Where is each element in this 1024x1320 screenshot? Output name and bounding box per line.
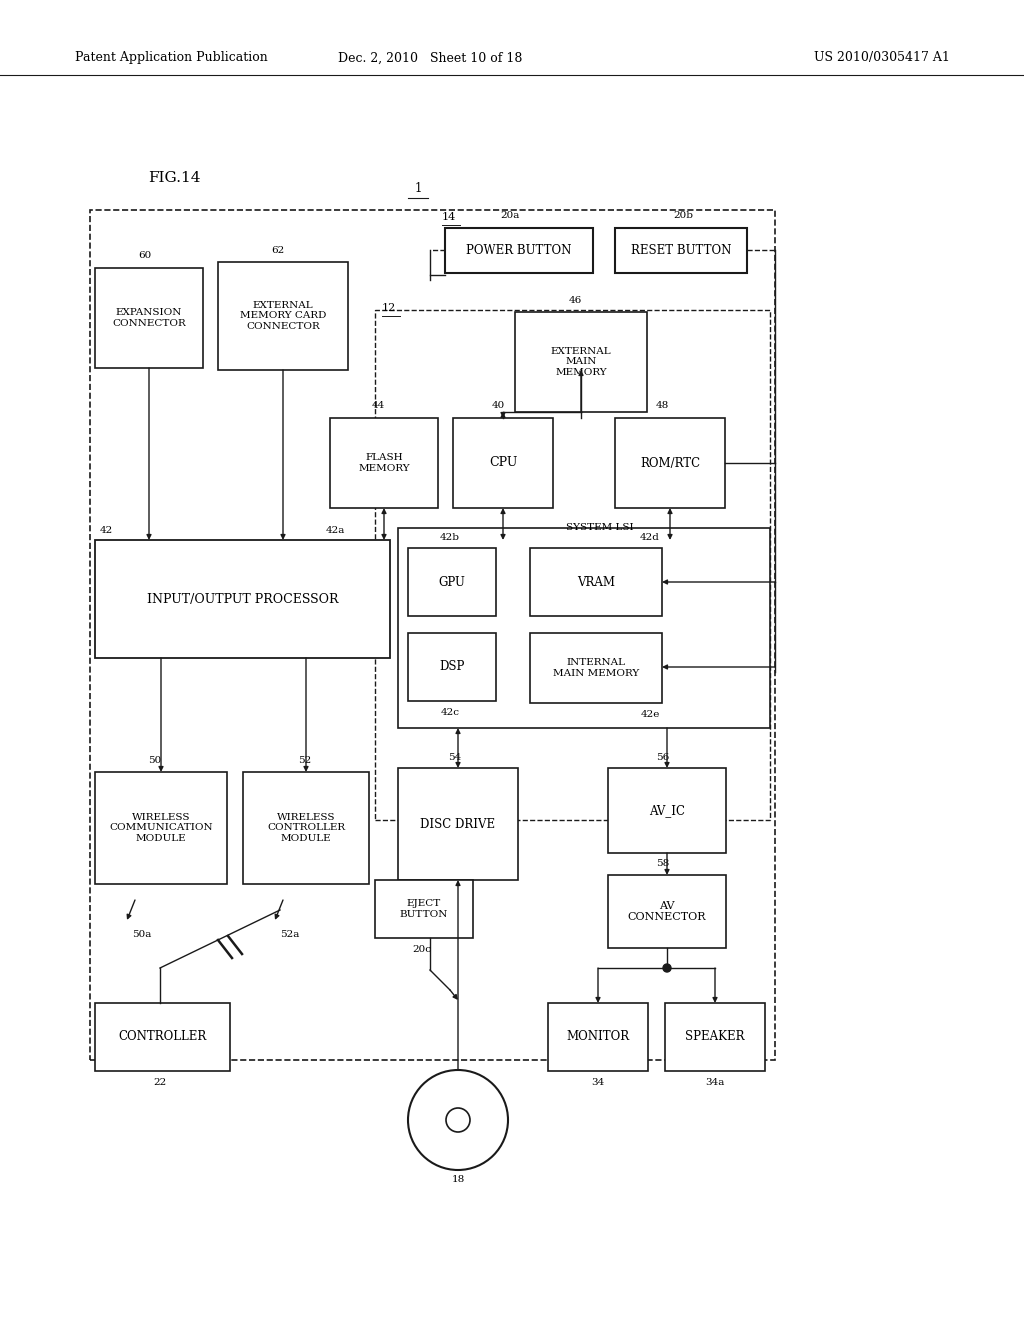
Bar xyxy=(615,228,746,273)
Bar xyxy=(530,548,662,616)
Text: 42a: 42a xyxy=(326,525,345,535)
Text: EXPANSION
CONNECTOR: EXPANSION CONNECTOR xyxy=(112,309,186,327)
Text: 42c: 42c xyxy=(440,708,460,717)
Text: 62: 62 xyxy=(271,246,285,255)
Text: 54: 54 xyxy=(449,752,462,762)
Text: 42b: 42b xyxy=(440,533,460,543)
Text: SPEAKER: SPEAKER xyxy=(685,1031,744,1044)
Text: EXTERNAL
MAIN
MEMORY: EXTERNAL MAIN MEMORY xyxy=(551,347,611,378)
Text: 46: 46 xyxy=(568,296,582,305)
Text: INTERNAL
MAIN MEMORY: INTERNAL MAIN MEMORY xyxy=(553,659,639,677)
Text: 42d: 42d xyxy=(640,533,660,543)
Text: 52a: 52a xyxy=(280,931,299,939)
Bar xyxy=(330,418,438,508)
Text: 48: 48 xyxy=(655,401,669,411)
Bar xyxy=(218,261,348,370)
Text: 34a: 34a xyxy=(706,1078,725,1086)
Circle shape xyxy=(663,964,671,972)
Text: 52: 52 xyxy=(298,756,311,766)
Bar xyxy=(398,528,770,729)
Bar xyxy=(95,540,390,657)
Bar xyxy=(445,228,593,273)
Bar xyxy=(375,880,473,939)
Text: CPU: CPU xyxy=(488,457,517,470)
Text: Patent Application Publication: Patent Application Publication xyxy=(75,51,267,65)
Text: 34: 34 xyxy=(592,1078,604,1086)
Bar xyxy=(408,634,496,701)
Text: 20a: 20a xyxy=(501,211,520,220)
Text: Dec. 2, 2010   Sheet 10 of 18: Dec. 2, 2010 Sheet 10 of 18 xyxy=(338,51,522,65)
Bar xyxy=(608,768,726,853)
Bar xyxy=(375,310,770,820)
Text: 12: 12 xyxy=(382,304,396,313)
Text: 42: 42 xyxy=(100,525,114,535)
Text: 40: 40 xyxy=(492,401,505,411)
Text: 50a: 50a xyxy=(132,931,152,939)
Bar xyxy=(95,1003,230,1071)
Bar xyxy=(548,1003,648,1071)
Bar xyxy=(615,418,725,508)
Text: 20b: 20b xyxy=(673,211,693,220)
Text: CONTROLLER: CONTROLLER xyxy=(119,1031,207,1044)
Text: EXTERNAL
MEMORY CARD
CONNECTOR: EXTERNAL MEMORY CARD CONNECTOR xyxy=(240,301,327,331)
Text: 60: 60 xyxy=(138,251,152,260)
Bar xyxy=(608,875,726,948)
Text: 22: 22 xyxy=(154,1078,167,1086)
Text: 58: 58 xyxy=(656,859,670,869)
Text: 44: 44 xyxy=(372,401,385,411)
Bar xyxy=(665,1003,765,1071)
Text: AV
CONNECTOR: AV CONNECTOR xyxy=(628,900,707,923)
Bar xyxy=(408,548,496,616)
Text: FIG.14: FIG.14 xyxy=(148,172,201,185)
Bar xyxy=(95,268,203,368)
Text: RESET BUTTON: RESET BUTTON xyxy=(631,244,731,257)
Bar xyxy=(398,768,518,880)
Text: 42e: 42e xyxy=(641,710,660,719)
Text: 1: 1 xyxy=(415,182,422,195)
Bar xyxy=(530,634,662,704)
Text: SYSTEM LSI: SYSTEM LSI xyxy=(566,523,634,532)
Bar xyxy=(515,312,647,412)
Bar xyxy=(453,418,553,508)
Text: 14: 14 xyxy=(442,213,457,222)
Text: POWER BUTTON: POWER BUTTON xyxy=(466,244,571,257)
Text: FLASH
MEMORY: FLASH MEMORY xyxy=(358,453,410,473)
Text: DISC DRIVE: DISC DRIVE xyxy=(421,817,496,830)
Text: US 2010/0305417 A1: US 2010/0305417 A1 xyxy=(814,51,950,65)
Text: DSP: DSP xyxy=(439,660,465,673)
Text: 20c: 20c xyxy=(413,945,431,954)
Text: AV_IC: AV_IC xyxy=(649,804,685,817)
Text: EJECT
BUTTON: EJECT BUTTON xyxy=(399,899,449,919)
Text: 50: 50 xyxy=(148,756,162,766)
Text: GPU: GPU xyxy=(438,576,466,589)
Bar xyxy=(90,210,775,1060)
Bar xyxy=(243,772,369,884)
Text: 56: 56 xyxy=(656,752,670,762)
Text: WIRELESS
COMMUNICATION
MODULE: WIRELESS COMMUNICATION MODULE xyxy=(110,813,213,843)
Text: WIRELESS
CONTROLLER
MODULE: WIRELESS CONTROLLER MODULE xyxy=(267,813,345,843)
Text: 18: 18 xyxy=(452,1175,465,1184)
Text: MONITOR: MONITOR xyxy=(566,1031,630,1044)
Bar xyxy=(95,772,227,884)
Text: INPUT/OUTPUT PROCESSOR: INPUT/OUTPUT PROCESSOR xyxy=(146,593,338,606)
Text: VRAM: VRAM xyxy=(577,576,615,589)
Text: ROM/RTC: ROM/RTC xyxy=(640,457,700,470)
